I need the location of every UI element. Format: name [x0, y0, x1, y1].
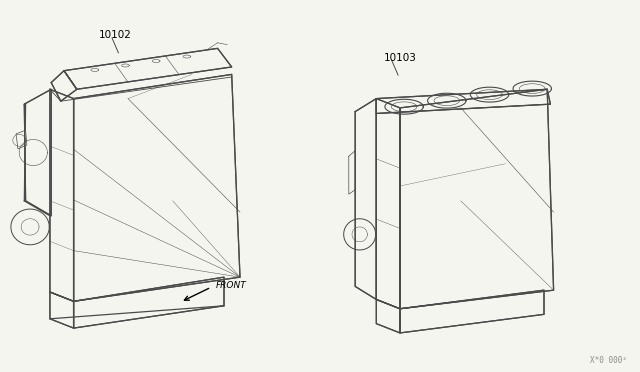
Polygon shape: [376, 99, 400, 309]
Polygon shape: [64, 48, 232, 89]
Text: 10103: 10103: [384, 53, 417, 62]
Polygon shape: [51, 71, 77, 101]
Polygon shape: [376, 299, 400, 333]
Text: 10102: 10102: [99, 30, 132, 40]
Polygon shape: [74, 277, 224, 328]
Polygon shape: [74, 74, 240, 301]
Polygon shape: [24, 89, 51, 216]
Polygon shape: [400, 290, 544, 333]
Polygon shape: [50, 89, 74, 301]
Text: X*0 000²: X*0 000²: [590, 356, 627, 365]
Text: FRONT: FRONT: [216, 281, 246, 290]
Polygon shape: [400, 89, 554, 309]
Polygon shape: [16, 130, 27, 149]
Polygon shape: [355, 99, 376, 299]
Polygon shape: [50, 292, 74, 328]
Polygon shape: [349, 151, 355, 194]
Polygon shape: [376, 89, 550, 113]
